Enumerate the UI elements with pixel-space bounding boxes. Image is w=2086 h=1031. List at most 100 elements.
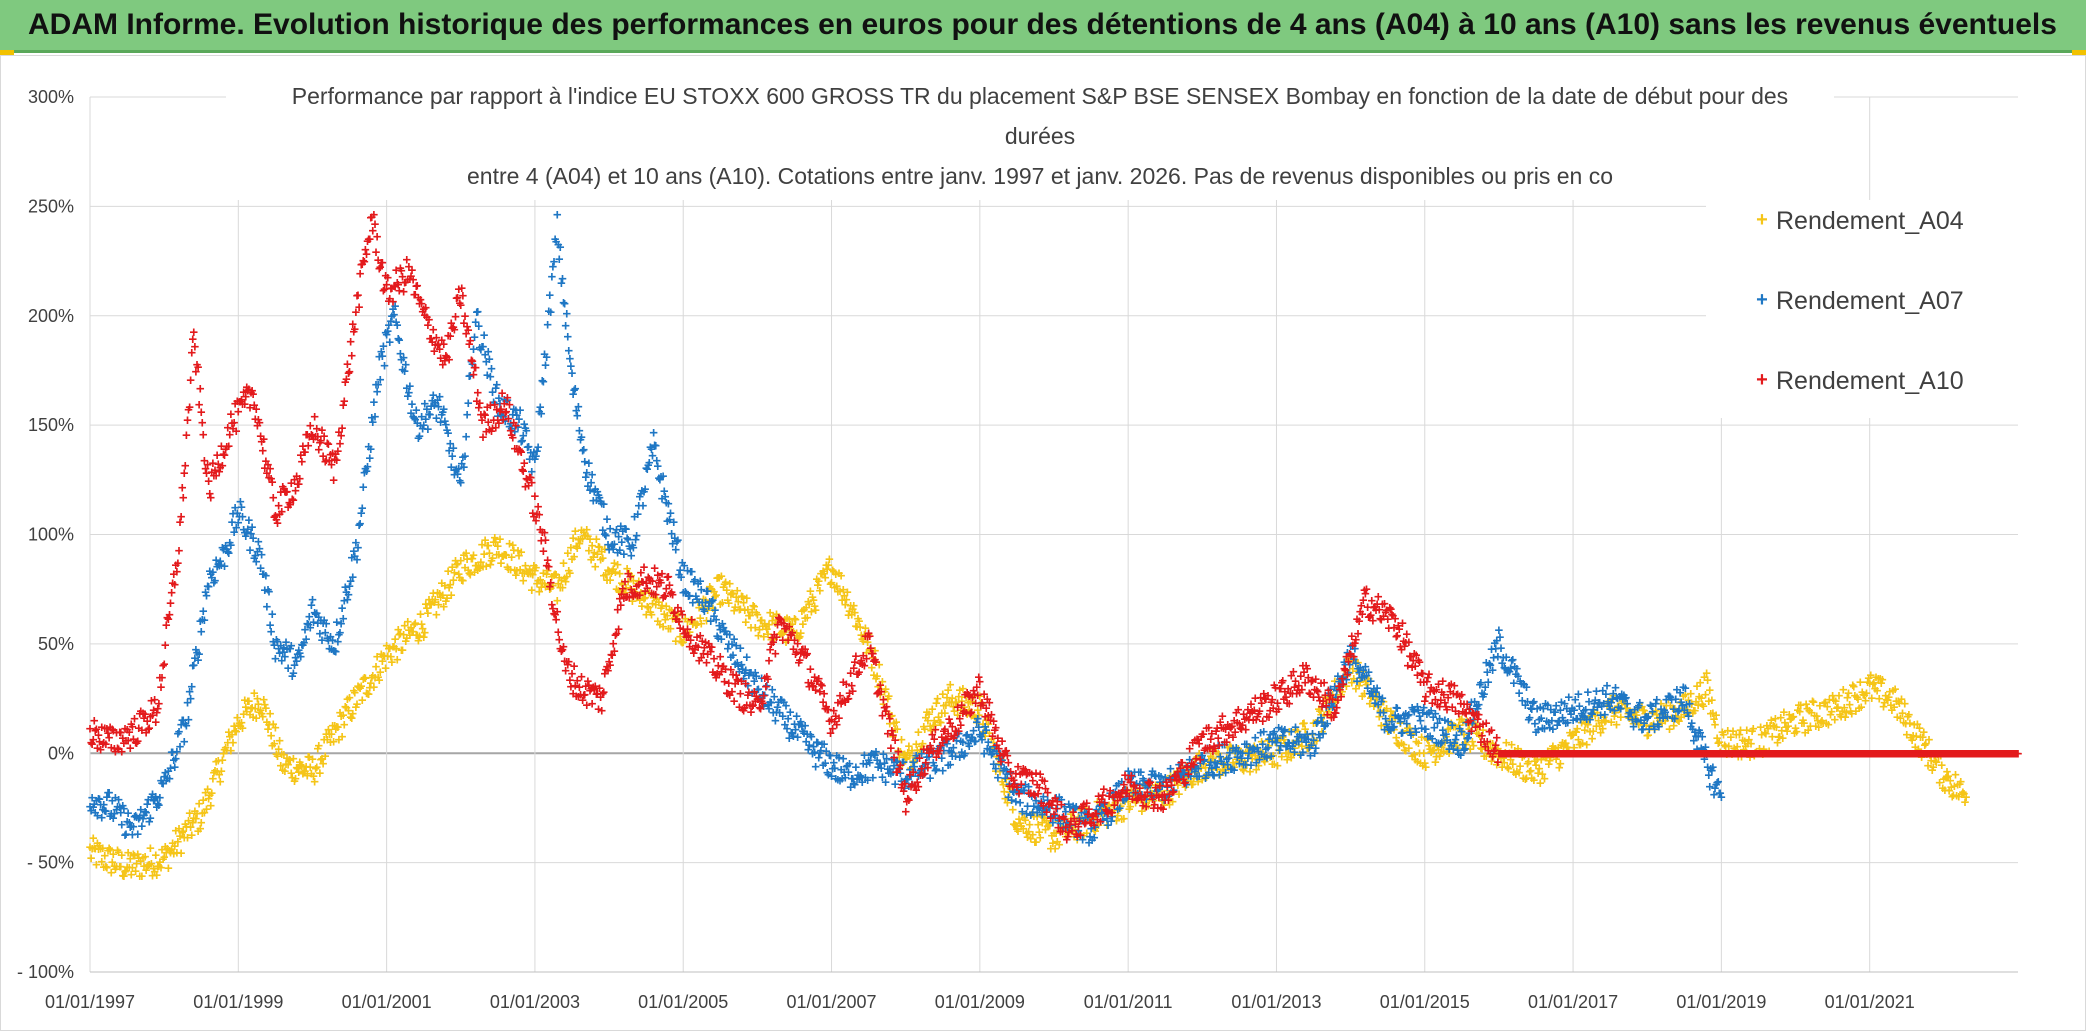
point-Rendement_A04: + <box>418 620 427 637</box>
point-Rendement_A04: + <box>204 791 213 808</box>
point-Rendement_A04: + <box>317 751 326 768</box>
point-Rendement_A04: + <box>202 801 211 818</box>
point-Rendement_A04: + <box>538 575 547 592</box>
point-Rendement_A04: + <box>381 660 390 677</box>
point-Rendement_A04: + <box>535 583 544 600</box>
report-banner: ADAM Informe. Evolution historique des p… <box>0 0 2086 53</box>
point-Rendement_A04: + <box>563 545 572 562</box>
point-Rendement_A04: + <box>545 581 554 598</box>
point-Rendement_A04: + <box>243 693 252 710</box>
point-Rendement_A04: + <box>367 669 376 686</box>
point-Rendement_A04: + <box>447 587 456 604</box>
point-Rendement_A04: + <box>253 690 262 707</box>
point-Rendement_A04: + <box>442 593 451 610</box>
point-Rendement_A04: + <box>310 773 319 790</box>
point-Rendement_A10: + <box>597 703 606 720</box>
point-Rendement_A04: + <box>490 530 499 547</box>
point-Rendement_A07: + <box>487 360 496 377</box>
point-Rendement_A04: + <box>419 629 428 646</box>
point-Rendement_A07: + <box>553 206 562 223</box>
point-Rendement_A04: + <box>113 842 122 859</box>
point-Rendement_A10: + <box>179 490 188 507</box>
point-Rendement_A04: + <box>430 594 439 611</box>
point-Rendement_A04: + <box>395 627 404 644</box>
point-Rendement_A04: + <box>570 548 579 565</box>
point-Rendement_A04: + <box>508 537 517 554</box>
point-Rendement_A04: + <box>525 561 534 578</box>
point-Rendement_A04: + <box>374 669 383 686</box>
point-Rendement_A04: + <box>437 575 446 592</box>
point-Rendement_A04: + <box>548 569 557 586</box>
point-Rendement_A04: + <box>467 550 476 567</box>
point-Rendement_A07: + <box>534 439 543 456</box>
point-Rendement_A07: + <box>461 448 470 465</box>
point-Rendement_A07: + <box>742 649 751 666</box>
point-Rendement_A04: + <box>524 565 533 582</box>
point-Rendement_A04: + <box>161 838 170 855</box>
point-Rendement_A04: + <box>149 860 158 877</box>
point-Rendement_A04: + <box>117 847 126 864</box>
point-Rendement_A04: + <box>478 536 487 553</box>
point-Rendement_A04: + <box>497 555 506 572</box>
point-Rendement_A04: + <box>520 565 529 582</box>
point-Rendement_A04: + <box>453 556 462 573</box>
point-Rendement_A04: + <box>291 770 300 787</box>
point-Rendement_A07: + <box>1717 789 1726 806</box>
point-Rendement_A04: + <box>436 589 445 606</box>
point-Rendement_A04: + <box>377 646 386 663</box>
point-Rendement_A04: + <box>558 579 567 596</box>
point-Rendement_A04: + <box>399 627 408 644</box>
point-Rendement_A04: + <box>560 570 569 587</box>
point-Rendement_A04: + <box>334 719 343 736</box>
point-Rendement_A04: + <box>164 860 173 877</box>
point-Rendement_A07: + <box>406 378 415 395</box>
point-Rendement_A04: + <box>537 579 546 596</box>
point-Rendement_A04: + <box>318 751 327 768</box>
point-Rendement_A04: + <box>118 867 127 884</box>
point-Rendement_A04: + <box>346 709 355 726</box>
point-Rendement_A04: + <box>575 536 584 553</box>
point-Rendement_A04: + <box>136 853 145 870</box>
point-Rendement_A04: + <box>95 838 104 855</box>
point-Rendement_A04: + <box>103 860 112 877</box>
point-Rendement_A04: + <box>438 587 447 604</box>
point-Rendement_A07: + <box>522 423 531 440</box>
point-Rendement_A04: + <box>517 544 526 561</box>
point-Rendement_A04: + <box>409 623 418 640</box>
point-Rendement_A04: + <box>416 606 425 623</box>
point-Rendement_A04: + <box>280 747 289 764</box>
point-Rendement_A10: + <box>599 684 608 701</box>
point-Rendement_A04: + <box>452 557 461 574</box>
point-Rendement_A07: + <box>537 406 546 423</box>
point-Rendement_A04: + <box>573 540 582 557</box>
point-Rendement_A04: + <box>121 864 130 881</box>
point-Rendement_A04: + <box>455 569 464 586</box>
point-Rendement_A04: + <box>180 830 189 847</box>
point-Rendement_A04: + <box>192 811 201 828</box>
point-Rendement_A04: + <box>402 630 411 647</box>
point-Rendement_A04: + <box>162 844 171 861</box>
point-Rendement_A04: + <box>483 537 492 554</box>
point-Rendement_A10: + <box>295 471 304 488</box>
point-Rendement_A04: + <box>193 806 202 823</box>
point-Rendement_A04: + <box>147 855 156 872</box>
point-Rendement_A04: + <box>352 699 361 716</box>
point-Rendement_A04: + <box>572 538 581 555</box>
point-Rendement_A04: + <box>811 602 820 619</box>
point-Rendement_A04: + <box>313 741 322 758</box>
point-Rendement_A07: + <box>257 547 266 564</box>
point-Rendement_A04: + <box>178 825 187 842</box>
point-Rendement_A10: + <box>459 287 468 304</box>
point-Rendement_A04: + <box>366 675 375 692</box>
point-Rendement_A10: + <box>764 671 773 688</box>
point-Rendement_A04: + <box>211 763 220 780</box>
point-Rendement_A04: + <box>187 827 196 844</box>
gridlines <box>89 96 2018 973</box>
point-Rendement_A04: + <box>278 762 287 779</box>
point-Rendement_A04: + <box>152 867 161 884</box>
point-Rendement_A04: + <box>454 566 463 583</box>
point-Rendement_A04: + <box>498 548 507 565</box>
point-Rendement_A04: + <box>236 718 245 735</box>
point-Rendement_A04: + <box>267 728 276 745</box>
point-Rendement_A04: + <box>566 565 575 582</box>
